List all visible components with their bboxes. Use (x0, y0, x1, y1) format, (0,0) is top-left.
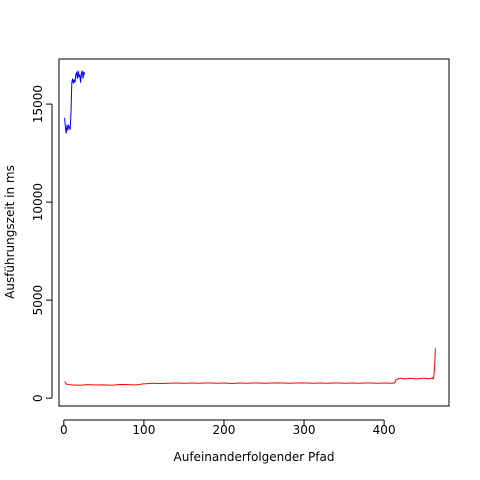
series-line-2 (64, 348, 436, 386)
x-tick-label: 100 (132, 423, 155, 437)
y-tick-label: 10000 (31, 183, 45, 221)
x-tick-label: 400 (373, 423, 396, 437)
x-tick-label: 300 (293, 423, 316, 437)
plot-frame (58, 58, 450, 407)
y-axis: 0 5000 10000 15000 (31, 85, 53, 402)
series-line-1 (64, 70, 86, 134)
x-tick-label: 0 (60, 423, 68, 437)
y-axis-title: Ausführungszeit in ms (3, 165, 17, 299)
series-layer (64, 70, 436, 386)
x-axis: 0 100 200 300 400 (60, 419, 396, 437)
y-tick-label: 5000 (31, 285, 45, 316)
y-tick-label: 15000 (31, 85, 45, 123)
y-tick-label: 0 (31, 394, 45, 402)
x-axis-title: Aufeinanderfolgender Pfad (174, 450, 335, 464)
x-tick-label: 200 (213, 423, 236, 437)
